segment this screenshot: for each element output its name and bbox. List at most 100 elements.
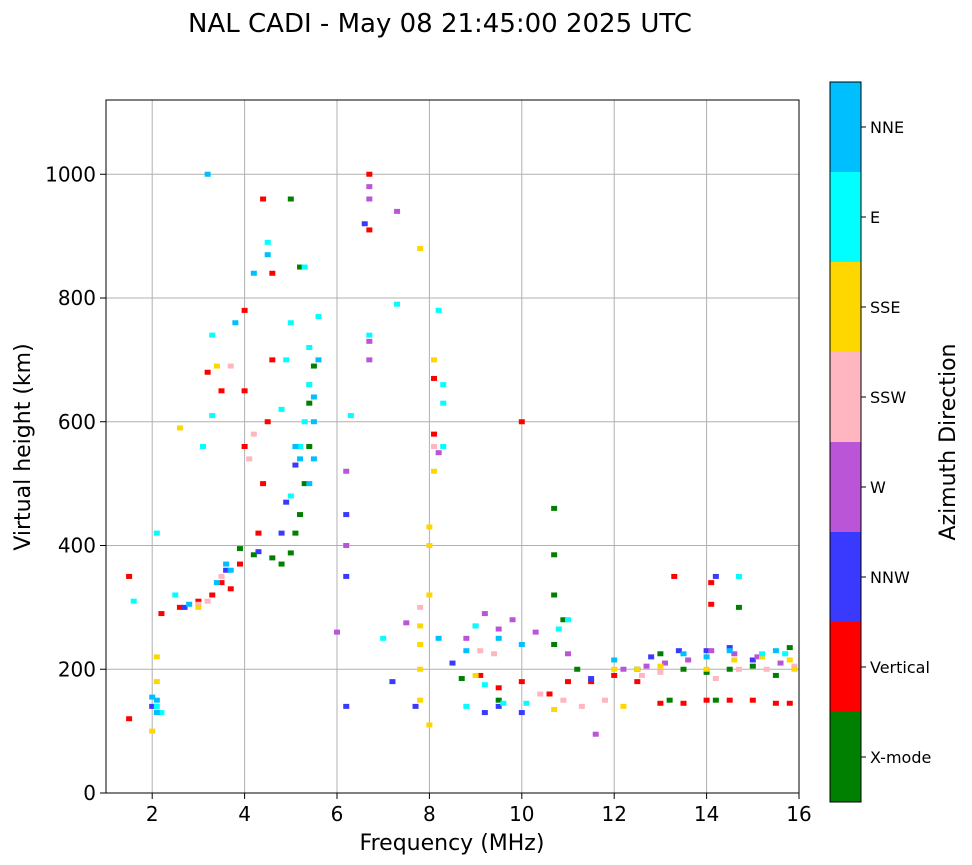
data-point [181,604,188,610]
data-point [592,731,599,737]
data-point [726,645,733,651]
data-point [343,543,350,548]
data-point [241,307,248,313]
data-point [250,270,257,276]
data-point [431,375,438,381]
colorbar-tick-label: W [870,478,886,497]
data-point [703,666,710,672]
data-point [772,672,779,678]
series-vertical [126,171,793,722]
colorbar-tick-label: NNW [870,568,910,587]
data-point [310,394,317,400]
series-nnw [149,221,756,716]
data-point [306,382,313,388]
data-point [153,710,160,716]
colorbar-tick-label: E [870,208,880,227]
data-point [366,357,373,363]
data-point [657,669,664,675]
data-point [195,598,202,604]
data-point [551,706,558,712]
data-point [680,666,687,672]
data-point [518,642,525,647]
data-point [518,710,525,716]
data-point [749,697,756,703]
data-point [495,703,502,709]
series-nne [149,171,779,716]
data-point [708,580,715,586]
data-point [389,679,396,685]
colorbar-segment [830,352,861,442]
data-point [749,657,756,663]
plot-area: 2 4 6 8 10 12 14 16 0 200 400 600 800 1000 [45,99,812,826]
data-point [343,512,350,518]
data-point [763,666,770,672]
data-point [786,645,793,651]
y-tick-label: 600 [58,410,96,434]
data-point [551,505,558,511]
data-point [518,679,525,685]
data-point [495,685,502,691]
data-point [158,611,165,617]
chart-title: NAL CADI - May 08 21:45:00 2025 UTC [188,9,692,39]
data-point [662,660,669,666]
data-point [264,239,271,245]
data-point [223,567,230,573]
data-point [449,660,456,666]
data-point [153,654,160,660]
data-point [186,601,193,607]
data-point [440,400,447,406]
data-point [532,629,539,635]
data-point [412,703,419,709]
data-point [264,419,271,425]
data-point [772,648,779,654]
data-point [213,363,220,369]
data-point [204,598,211,604]
data-point [477,648,484,654]
data-point [301,481,308,487]
data-point [176,604,183,610]
data-point [472,623,479,629]
data-point [426,524,433,530]
data-point [292,444,299,449]
x-tick-label: 16 [786,802,811,826]
data-point [158,710,165,716]
data-point [153,530,160,536]
x-tick-label: 8 [423,802,436,826]
colorbar-tick-label: X-mode [870,748,931,767]
data-point [269,555,276,561]
y-tick-label: 1000 [45,162,96,186]
data-point [310,419,317,425]
data-point [754,654,761,660]
data-point [380,635,387,641]
data-point [250,431,257,437]
data-point [195,601,202,607]
data-point [703,669,710,675]
data-point [426,722,433,728]
data-point [153,697,160,703]
data-point [578,703,585,709]
plot-frame [105,99,800,794]
data-point [611,672,618,678]
data-point [153,703,160,709]
data-point [685,657,692,663]
data-point [236,561,243,567]
data-point [735,666,742,672]
data-point [195,604,202,610]
data-point [301,264,308,270]
data-point [782,651,789,657]
colorbar-segment [830,622,861,712]
data-point [172,592,179,598]
data-point [657,700,664,706]
data-point [703,697,710,703]
data-point [472,672,479,678]
data-point [287,493,294,499]
data-point [417,246,424,251]
data-point [712,573,719,579]
data-point [310,456,317,462]
data-point [777,660,784,666]
data-point [209,332,216,338]
data-point [611,666,618,672]
data-point [278,561,285,567]
data-point [481,710,488,716]
